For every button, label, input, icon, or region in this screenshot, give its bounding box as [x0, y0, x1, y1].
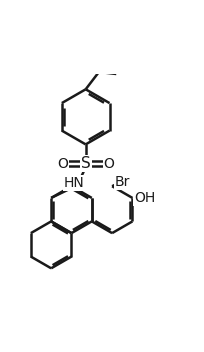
Text: HN: HN — [64, 176, 85, 190]
Text: O: O — [104, 157, 115, 171]
Text: O: O — [57, 157, 68, 171]
Text: S: S — [81, 156, 91, 171]
Text: Br: Br — [115, 175, 130, 189]
Text: OH: OH — [134, 191, 155, 205]
Text: HN: HN — [64, 176, 85, 190]
